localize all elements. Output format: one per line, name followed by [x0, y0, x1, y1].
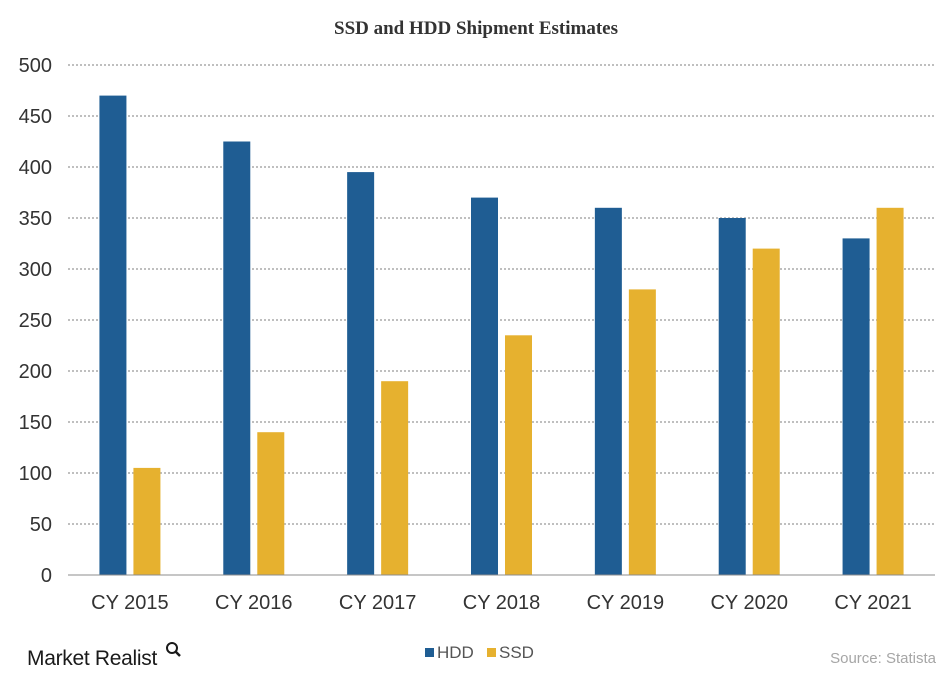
- y-axis-ticks: 0 50 100 150 200 250 300 350 400 450 500: [19, 55, 52, 587]
- bar-hdd-cy-2019: [594, 207, 622, 576]
- bar-ssd-cy-2017: [381, 381, 409, 575]
- y-tick-label: 250: [19, 310, 52, 332]
- x-tick-label: CY 2018: [463, 592, 540, 614]
- y-tick-label: 100: [19, 463, 52, 485]
- brand-logo: Market Realist: [27, 642, 181, 670]
- x-tick-label: CY 2019: [587, 592, 664, 614]
- brand-name: Market Realist: [27, 647, 157, 670]
- bar-hdd-cy-2021: [842, 238, 870, 575]
- bar-ssd-cy-2020: [752, 248, 780, 575]
- chart-title: SSD and HDD Shipment Estimates: [334, 18, 618, 39]
- legend: HDD SSD: [425, 643, 534, 662]
- bar-hdd-cy-2018: [471, 197, 498, 575]
- bar-ssd-cy-2021: [876, 207, 904, 576]
- x-tick-label: CY 2015: [91, 592, 168, 614]
- y-tick-label: 500: [19, 55, 52, 77]
- source-note: Source: Statista: [830, 650, 937, 667]
- legend-swatch-hdd: [425, 648, 434, 657]
- x-tick-label: CY 2016: [215, 592, 292, 614]
- bar-hdd-cy-2020: [718, 218, 746, 575]
- x-tick-label: CY 2017: [339, 592, 416, 614]
- y-tick-label: 50: [30, 514, 52, 536]
- y-tick-label: 400: [19, 157, 52, 179]
- legend-label-ssd: SSD: [499, 643, 534, 662]
- x-tick-label: CY 2021: [834, 592, 911, 614]
- x-tick-label: CY 2020: [710, 592, 787, 614]
- x-axis-labels: CY 2015 CY 2016 CY 2017 CY 2018 CY 2019 CY 20…: [91, 592, 912, 614]
- y-tick-label: 300: [19, 259, 52, 281]
- bar-ssd-cy-2019: [628, 289, 656, 575]
- bar-hdd-cy-2016: [223, 141, 251, 575]
- bar-ssd-cy-2015: [133, 467, 161, 575]
- bar-hdd-cy-2015: [99, 95, 127, 575]
- y-tick-label: 450: [19, 106, 52, 128]
- y-tick-label: 150: [19, 412, 52, 434]
- y-tick-label: 200: [19, 361, 52, 383]
- y-tick-label: 350: [19, 208, 52, 230]
- magnifier-icon: [166, 642, 181, 657]
- legend-swatch-ssd: [487, 648, 496, 657]
- gridlines: [68, 64, 935, 525]
- bar-ssd-cy-2018: [505, 335, 532, 575]
- bars: [99, 95, 904, 576]
- bar-ssd-cy-2016: [257, 432, 285, 575]
- y-tick-label: 0: [41, 565, 52, 587]
- legend-label-hdd: HDD: [437, 643, 474, 662]
- bar-hdd-cy-2017: [347, 172, 375, 575]
